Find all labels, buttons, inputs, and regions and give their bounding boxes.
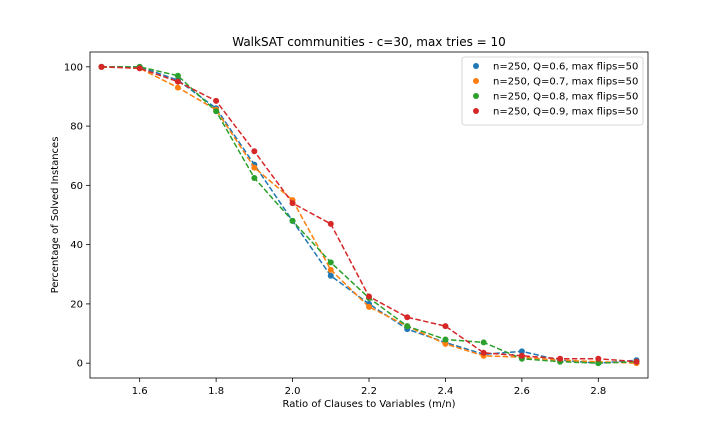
data-point bbox=[442, 323, 449, 330]
legend-label: n=250, Q=0.9, max flips=50 bbox=[493, 107, 638, 118]
data-point bbox=[518, 348, 525, 355]
series-line bbox=[101, 66, 637, 364]
plot-frame bbox=[89, 51, 649, 379]
data-point bbox=[480, 349, 487, 356]
data-point bbox=[213, 97, 220, 104]
y-tick-label: 100 bbox=[64, 62, 83, 73]
data-point bbox=[136, 65, 143, 72]
x-tick-label: 2.0 bbox=[285, 386, 301, 397]
data-point bbox=[98, 63, 105, 70]
data-point bbox=[404, 323, 411, 330]
x-axis-label: Ratio of Clauses to Variables (m/n) bbox=[283, 399, 456, 410]
data-point bbox=[289, 217, 296, 224]
data-point bbox=[366, 293, 372, 300]
data-point bbox=[251, 174, 258, 181]
legend-marker bbox=[473, 93, 479, 99]
data-point bbox=[251, 164, 258, 171]
data-point bbox=[174, 78, 181, 85]
data-point bbox=[251, 148, 258, 155]
x-tick-label: 1.8 bbox=[208, 386, 224, 397]
y-tick-label: 40 bbox=[70, 240, 83, 251]
data-point bbox=[366, 303, 372, 310]
legend-marker bbox=[473, 78, 479, 84]
x-tick-label: 2.2 bbox=[361, 386, 377, 397]
data-point bbox=[327, 259, 334, 266]
legend-label: n=250, Q=0.7, max flips=50 bbox=[493, 77, 638, 88]
legend-entry: n=250, Q=0.8, max flips=50 bbox=[473, 92, 638, 103]
data-point bbox=[174, 72, 181, 79]
series-4 bbox=[98, 63, 640, 365]
x-tick-label: 2.4 bbox=[437, 386, 453, 397]
data-point bbox=[595, 360, 602, 367]
legend-marker bbox=[473, 108, 479, 114]
data-point bbox=[518, 352, 525, 359]
legend-label: n=250, Q=0.6, max flips=50 bbox=[493, 62, 638, 73]
series-layer bbox=[98, 63, 640, 367]
legend-entry: n=250, Q=0.6, max flips=50 bbox=[473, 62, 638, 73]
y-axis-label: Percentage of Solved Instances bbox=[50, 137, 61, 294]
data-point bbox=[174, 84, 181, 91]
legend-box bbox=[461, 56, 644, 126]
y-tick-label: 20 bbox=[70, 299, 83, 310]
data-point bbox=[289, 200, 296, 207]
data-point bbox=[442, 336, 449, 343]
chart-title: WalkSAT communities - c=30, max tries = … bbox=[232, 35, 506, 49]
data-point bbox=[633, 358, 640, 365]
y-tick-label: 0 bbox=[77, 359, 83, 370]
legend-label: n=250, Q=0.8, max flips=50 bbox=[493, 92, 638, 103]
data-point bbox=[442, 340, 449, 347]
ticks-layer: 1.6 1.8 2.0 2.2 2.4 2.6 2.8 0 20 40 60 80 100 bbox=[64, 62, 606, 397]
legend-entry: n=250, Q=0.7, max flips=50 bbox=[473, 77, 638, 88]
legend-marker bbox=[473, 63, 479, 69]
legend-entry: n=250, Q=0.9, max flips=50 bbox=[473, 107, 638, 118]
data-point bbox=[327, 220, 334, 227]
data-point bbox=[327, 272, 334, 279]
data-point bbox=[480, 339, 487, 346]
data-point bbox=[595, 355, 602, 362]
x-tick-label: 1.6 bbox=[132, 386, 148, 397]
data-point bbox=[557, 355, 564, 362]
y-tick-label: 60 bbox=[70, 181, 83, 192]
data-point bbox=[213, 108, 220, 115]
legend: n=250, Q=0.6, max flips=50 n=250, Q=0.7, … bbox=[461, 56, 644, 126]
y-tick-label: 80 bbox=[70, 122, 83, 133]
x-tick-label: 2.8 bbox=[590, 386, 606, 397]
x-tick-label: 2.6 bbox=[514, 386, 530, 397]
data-point bbox=[404, 314, 411, 321]
data-point bbox=[327, 266, 334, 273]
